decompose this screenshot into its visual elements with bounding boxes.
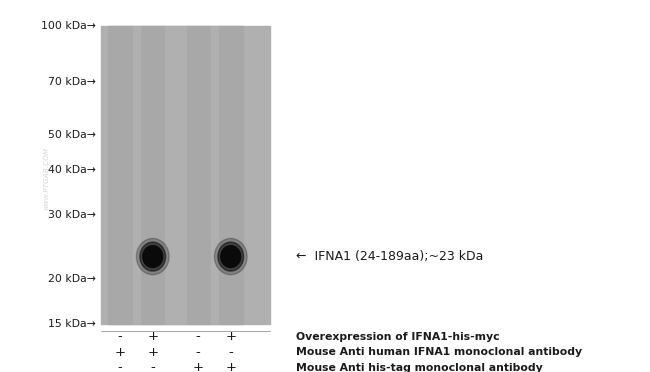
Text: 70 kDa→: 70 kDa→ [47, 77, 96, 87]
Text: -: - [196, 330, 201, 343]
Ellipse shape [218, 242, 244, 271]
Bar [101, 26, 270, 324]
Text: +: + [226, 361, 236, 372]
Text: -: - [228, 346, 233, 359]
Bar [108, 26, 133, 324]
Ellipse shape [136, 238, 169, 275]
Text: Overexpression of IFNA1-his-myc: Overexpression of IFNA1-his-myc [296, 332, 499, 341]
Bar [218, 26, 243, 324]
Bar [165, 26, 186, 324]
Bar [186, 26, 211, 324]
Text: -: - [150, 361, 155, 372]
Text: www.PTGAB.COM: www.PTGAB.COM [44, 147, 50, 210]
Text: 15 kDa→: 15 kDa→ [48, 319, 96, 328]
Text: +: + [148, 346, 158, 359]
Text: +: + [193, 361, 203, 372]
Text: +: + [115, 346, 125, 359]
Bar [140, 26, 165, 324]
Text: +: + [226, 330, 236, 343]
Text: 30 kDa→: 30 kDa→ [47, 210, 96, 220]
Ellipse shape [143, 246, 162, 267]
Text: Mouse Anti human IFNA1 monoclonal antibody: Mouse Anti human IFNA1 monoclonal antibo… [296, 347, 582, 357]
Bar [211, 26, 218, 324]
Text: 40 kDa→: 40 kDa→ [47, 165, 96, 175]
Ellipse shape [214, 238, 247, 275]
Text: 50 kDa→: 50 kDa→ [47, 130, 96, 140]
Ellipse shape [140, 242, 166, 271]
Text: 20 kDa→: 20 kDa→ [47, 273, 96, 283]
Text: 100 kDa→: 100 kDa→ [41, 21, 96, 31]
Text: -: - [196, 346, 201, 359]
Text: +: + [148, 330, 158, 343]
Text: Mouse Anti his-tag monoclonal antibody: Mouse Anti his-tag monoclonal antibody [296, 363, 543, 372]
Text: -: - [118, 330, 123, 343]
Text: -: - [118, 361, 123, 372]
Bar [133, 26, 140, 324]
Ellipse shape [221, 246, 240, 267]
Text: ←  IFNA1 (24-189aa);~23 kDa: ← IFNA1 (24-189aa);~23 kDa [296, 250, 483, 263]
